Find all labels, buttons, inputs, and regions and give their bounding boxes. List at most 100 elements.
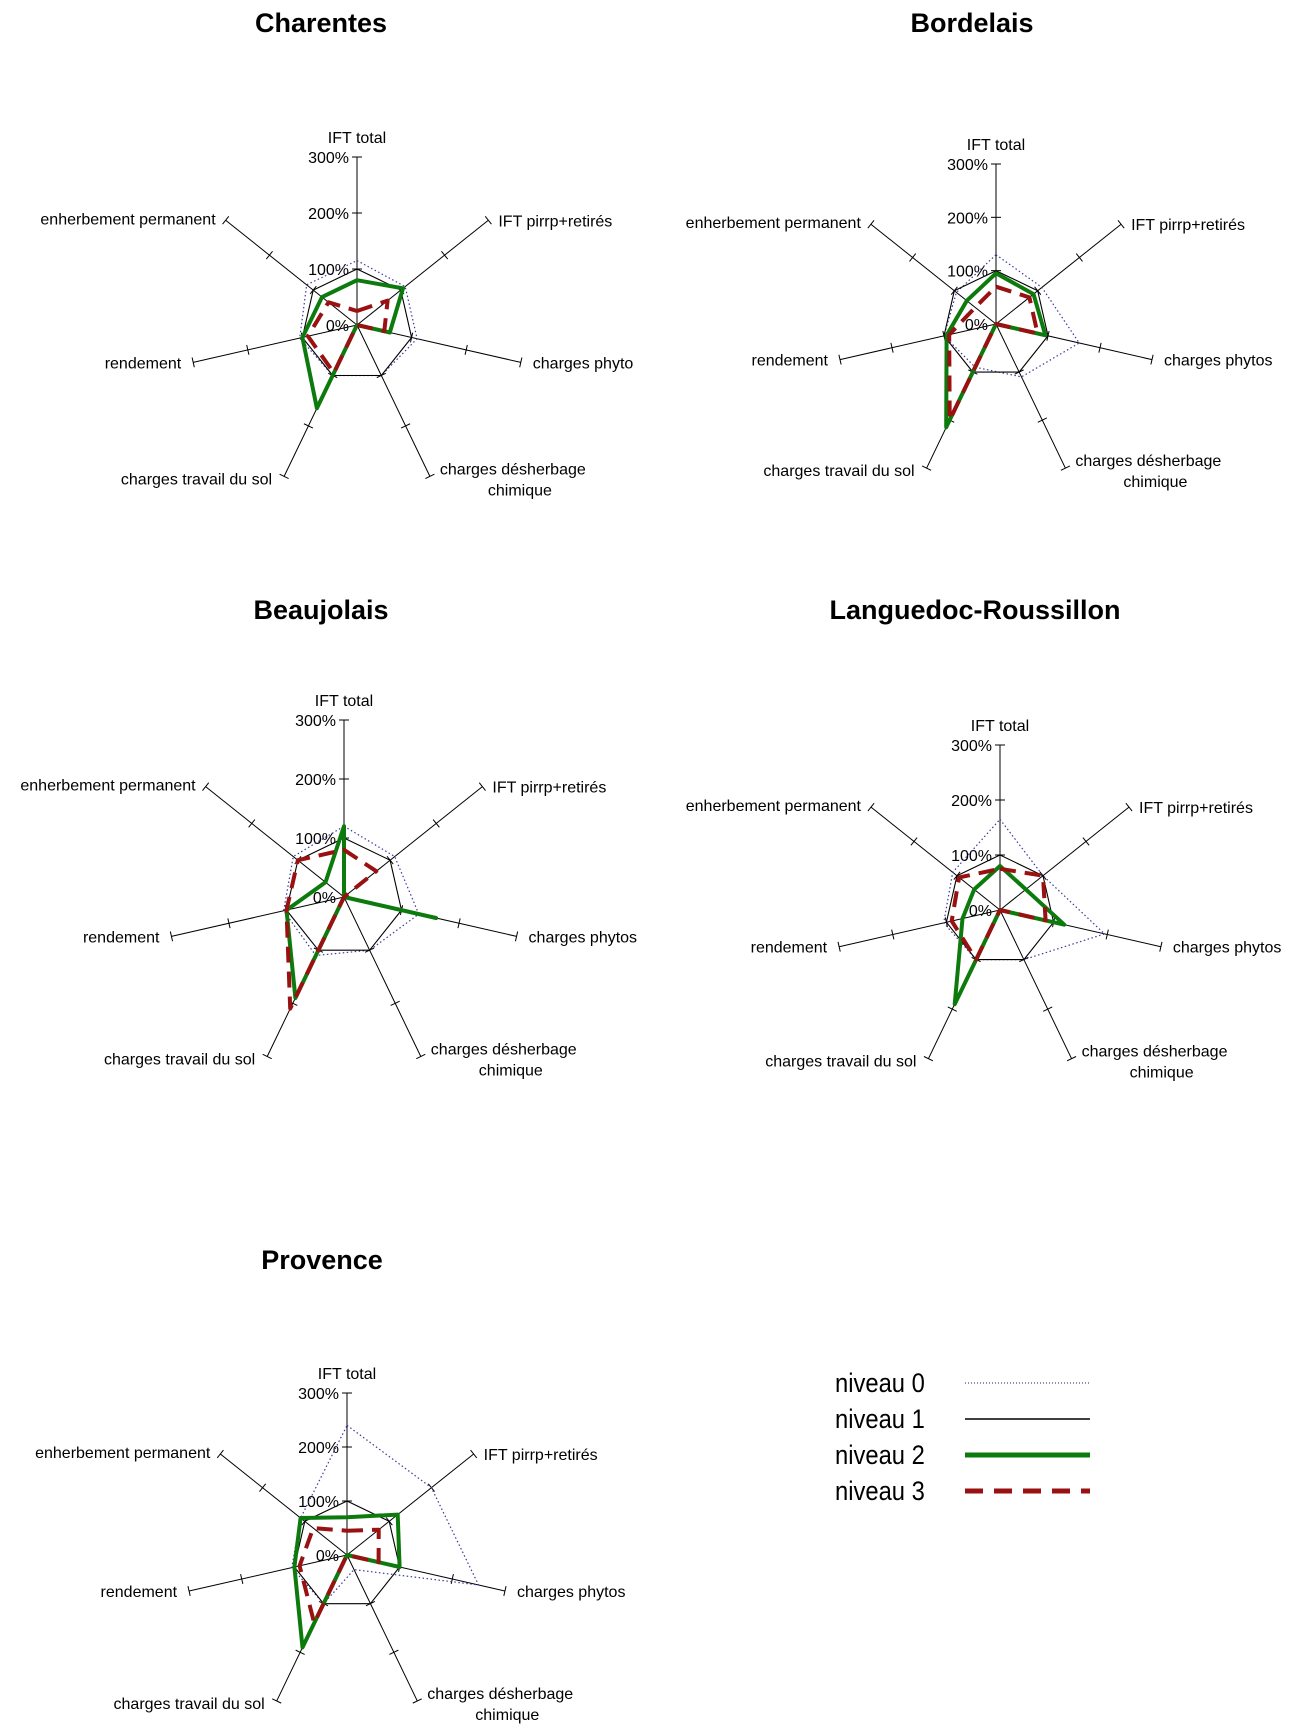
axis-spoke (220, 1453, 348, 1556)
axis-spoke (343, 896, 422, 1057)
axis-tick (425, 473, 435, 479)
ring-label: 300% (947, 157, 988, 174)
axis-tick (191, 357, 195, 368)
axis-tick (519, 357, 523, 368)
axis-tick (867, 220, 875, 229)
ring-label: 300% (295, 713, 336, 730)
legend-swatch-niveau-2 (965, 1452, 1090, 1458)
radar-svg: IFT total IFT pirrp+retirés charges phytos… (20, 693, 638, 1079)
axis-tick (1082, 837, 1090, 846)
ring-label: 0% (969, 903, 992, 920)
axis-tick (1117, 220, 1125, 229)
ring-label: 100% (947, 264, 988, 281)
axis-label: charges phytos (529, 929, 638, 946)
axis-label: IFT total (315, 693, 373, 710)
series-niveau-3 (297, 1526, 381, 1626)
axis-label: charges travail du sol (765, 1054, 916, 1071)
axis-tick (450, 1574, 454, 1585)
axis-label: IFT pirrp+retirés (1131, 217, 1245, 234)
axis-spoke (225, 219, 358, 326)
axis-spoke (839, 323, 997, 361)
series-niveau-3 (949, 866, 1048, 962)
axis-tick (1060, 465, 1071, 471)
axis-spoke (171, 896, 345, 937)
axis-label: IFT total (318, 1366, 376, 1383)
axis-label: charges désherbage chimique (440, 461, 586, 499)
axis-label: charges phytos (1164, 353, 1273, 370)
axis-tick (478, 782, 486, 791)
axis-spoke (356, 219, 489, 326)
axis-tick (1043, 1006, 1053, 1012)
axis-tick (432, 819, 440, 828)
axis-tick (400, 423, 411, 429)
axis-label: enherbement permanent (686, 798, 862, 815)
axis-label: rendement (751, 940, 828, 957)
axis-label: IFT pirrp+retirés (492, 780, 606, 797)
series-niveau-0 (283, 825, 420, 957)
chart-title: Beaujolais (253, 595, 389, 625)
axis-tick (1098, 342, 1102, 353)
axis-tick (923, 1056, 934, 1062)
axis-tick (279, 473, 289, 479)
legend-item: niveau 1 (835, 1404, 1095, 1440)
axis-tick (484, 216, 492, 225)
chart-title: Charentes (254, 8, 388, 38)
axis-tick (514, 931, 519, 942)
axis-spoke (205, 786, 345, 898)
axis-tick (503, 1586, 507, 1597)
axis-label: charges désherbage chimique (1082, 1044, 1228, 1082)
legend-label: niveau 2 (835, 1440, 925, 1470)
axis-tick (890, 342, 894, 353)
axis-tick (271, 1698, 282, 1704)
axis-label: charges phyto (533, 355, 634, 372)
axis-label: rendement (101, 1584, 178, 1601)
axis-tick (187, 1586, 191, 1597)
legend-swatch-niveau-1 (965, 1418, 1090, 1420)
radar-svg: IFT total IFT pirrp+retirés charges phytos… (35, 1366, 626, 1724)
ring-label: 100% (951, 848, 992, 865)
axis-label: rendement (105, 355, 182, 372)
axis-label: rendement (83, 929, 160, 946)
axis-spoke (999, 806, 1130, 911)
axis-spoke (839, 909, 1001, 948)
axis-spoke (870, 223, 997, 325)
axis-spoke (995, 323, 1066, 469)
axis-tick (216, 1449, 224, 1459)
axis-label: IFT total (971, 718, 1029, 735)
axis-label: charges travail du sol (104, 1051, 255, 1068)
series-niveau-1 (293, 1500, 401, 1605)
axis-label: charges phytos (1173, 940, 1282, 957)
axis-spoke (995, 223, 1122, 325)
radar-chart-provence: Provence IFT total IFT pirrp+retirés charg… (0, 1225, 650, 1724)
legend-swatch-niveau-0 (965, 1382, 1090, 1384)
axis-label: charges désherbage chimique (1075, 453, 1221, 491)
axis-tick (1159, 941, 1163, 952)
series-niveau-0 (291, 1424, 480, 1605)
axis-tick (1075, 253, 1083, 262)
ring-label: 200% (298, 1440, 339, 1457)
axis-tick (910, 837, 918, 846)
ring-label: 0% (965, 317, 988, 334)
axis-tick (202, 782, 210, 791)
axis-spoke (193, 324, 358, 363)
chart-title: Languedoc-Roussillon (829, 595, 1121, 625)
axis-tick (295, 1649, 305, 1655)
axis-tick (1037, 417, 1048, 423)
axis-tick (169, 931, 174, 942)
axis-spoke (999, 909, 1073, 1059)
axis-label: charges travail du sol (121, 471, 272, 488)
axis-label: enherbement permanent (35, 1445, 211, 1462)
ring-label: 300% (298, 1386, 339, 1403)
legend-item: niveau 3 (835, 1476, 1095, 1512)
axis-label: charges phytos (517, 1584, 626, 1601)
series-niveau-3 (947, 284, 1040, 423)
axis-label: IFT pirrp+retirés (498, 213, 612, 230)
axis-tick (470, 1449, 478, 1459)
ring-label: 200% (295, 772, 336, 789)
axis-tick (1150, 354, 1154, 365)
axis-tick (246, 344, 250, 355)
axis-label: enherbement permanent (40, 211, 216, 228)
axis-tick (265, 250, 273, 260)
legend-item: niveau 2 (835, 1440, 1095, 1476)
axis-label: IFT total (967, 137, 1025, 154)
